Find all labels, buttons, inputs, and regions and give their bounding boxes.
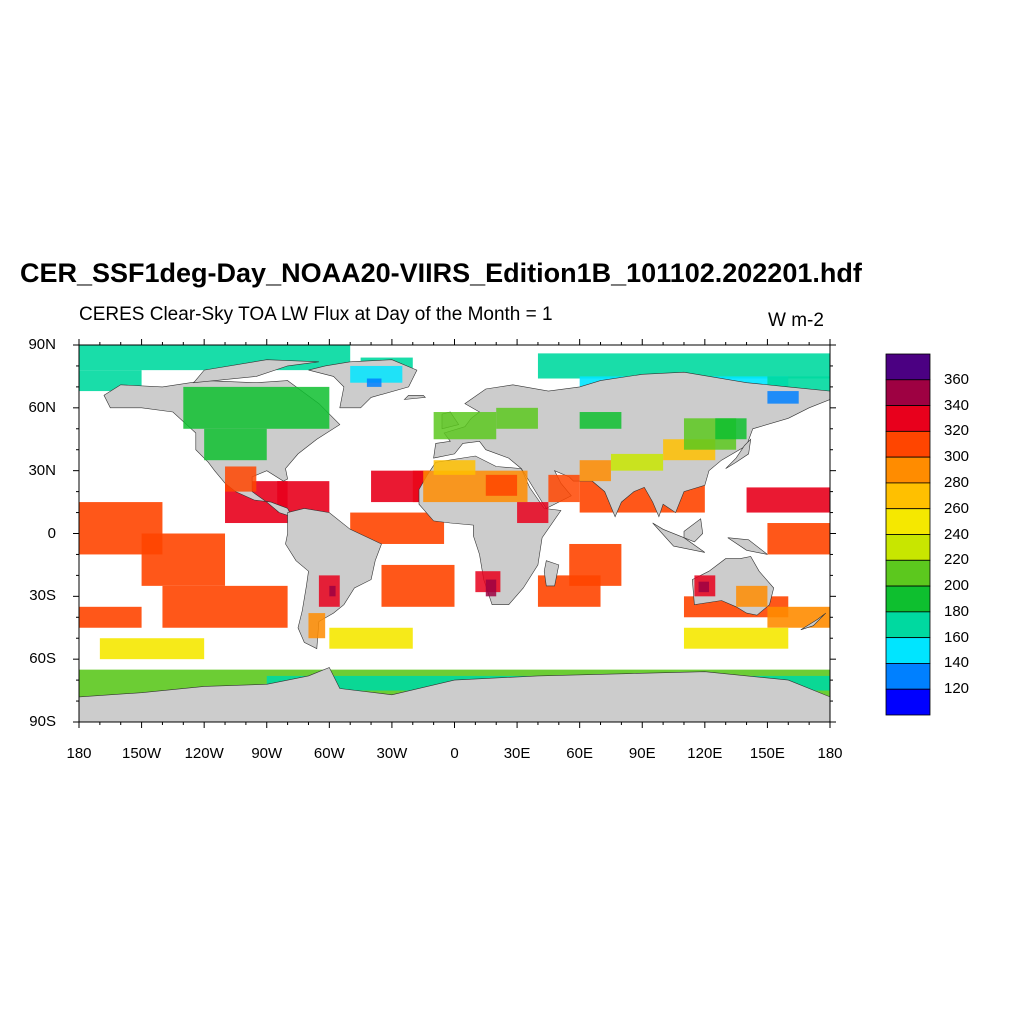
flux-cell [683, 627, 789, 649]
colorbar-label: 260 [944, 499, 970, 517]
flux-cell [746, 487, 830, 513]
colorbar-swatch [885, 430, 931, 458]
land-polygon [683, 518, 704, 543]
colorbar-swatch [885, 379, 931, 406]
axis-ticks [73, 339, 836, 728]
flux-cell [225, 466, 257, 492]
colorbar-swatch [885, 688, 931, 716]
flux-cell [162, 585, 288, 628]
colorbar-label: 120 [944, 680, 970, 698]
colorbar-label: 240 [944, 525, 970, 543]
colorbar-swatch [885, 559, 931, 587]
land-polygon [725, 438, 752, 469]
lon-tick-label: 120W [184, 745, 224, 762]
flux-cell [496, 407, 538, 429]
colorbar-label: 180 [944, 602, 970, 620]
lon-tick-label: 180 [817, 745, 843, 762]
lon-tick-label: 90W [251, 745, 283, 762]
colorbar-swatch [885, 405, 931, 432]
lon-tick-label: 30W [376, 745, 408, 762]
flux-cell [715, 418, 747, 440]
flux-cell [204, 428, 267, 461]
lat-tick-label: 60N [28, 398, 56, 416]
flux-cell [329, 585, 336, 597]
lat-tick-label: 0 [47, 524, 56, 542]
lon-tick-label: 30E [503, 745, 531, 762]
land-polygon [192, 359, 319, 384]
land-polygon [727, 537, 768, 555]
lon-tick-label: 180 [66, 745, 92, 762]
colorbar-swatch [885, 456, 931, 484]
lat-tick-label: 60S [29, 650, 56, 668]
colorbar-label: 280 [944, 473, 970, 491]
flux-cell [381, 564, 455, 607]
lon-tick-label: 150W [121, 745, 162, 762]
colorbar-swatch [885, 637, 931, 664]
flux-cell [277, 481, 330, 513]
flux-cell [99, 638, 205, 660]
lat-tick-label: 30S [29, 587, 56, 605]
colorbar-label: 200 [944, 577, 970, 595]
colorbar [885, 353, 931, 716]
flux-cell [350, 365, 403, 383]
colorbar-swatch [885, 508, 931, 535]
lat-tick-label: 90N [28, 336, 56, 353]
map-title: CER_SSF1deg-Day_NOAA20-VIIRS_Edition1B_1… [20, 258, 862, 288]
lon-tick-label: 60W [313, 745, 345, 762]
flux-cell [698, 581, 710, 593]
colorbar-label: 320 [944, 422, 970, 440]
flux-cell [579, 460, 611, 482]
colorbar-swatch [885, 585, 931, 613]
flux-overlay [183, 365, 799, 639]
flux-cell [579, 412, 622, 429]
colorbar-label: 340 [944, 396, 970, 414]
flux-cell [366, 378, 382, 387]
lon-tick-label: 60E [566, 745, 593, 762]
colorbar-swatch [885, 353, 931, 381]
flux-cell [433, 412, 497, 440]
flux-cell [485, 579, 497, 597]
colorbar-label: 300 [944, 448, 970, 466]
colorbar-swatch [885, 482, 931, 510]
land-polygon [800, 612, 827, 631]
flux-cell [767, 523, 830, 555]
land-polygon [403, 394, 426, 400]
flux-cell [329, 627, 413, 649]
flux-cell [767, 391, 799, 404]
lat-tick-label: 30N [28, 461, 56, 479]
flux-cell [141, 533, 226, 586]
lon-tick-label: 0 [450, 745, 459, 762]
flux-cell [548, 474, 580, 503]
colorbar-label: 360 [944, 370, 970, 388]
flux-cell [485, 474, 518, 496]
colorbar-swatch [885, 534, 931, 561]
land-polygon [652, 522, 705, 553]
map-subtitle: CERES Clear-Sky TOA LW Flux at Day of th… [79, 304, 553, 325]
colorbar-swatch [885, 611, 931, 639]
lon-tick-label: 90E [628, 745, 656, 762]
colorbar-label: 140 [944, 654, 970, 672]
flux-cell [79, 606, 142, 628]
flux-cell [183, 386, 330, 429]
lon-tick-label: 150E [749, 745, 785, 762]
lon-tick-label: 120E [687, 745, 723, 762]
flux-cell [308, 613, 326, 639]
land-polygon [543, 560, 560, 587]
flux-cell [433, 460, 476, 475]
flux-cell [517, 502, 549, 524]
lat-tick-label: 90S [29, 713, 56, 730]
colorbar-swatch [885, 663, 931, 690]
flux-cell [736, 585, 768, 607]
colorbar-label: 160 [944, 628, 970, 646]
flux-cell [79, 345, 351, 371]
units-label: W m-2 [768, 310, 824, 331]
colorbar-label: 220 [944, 551, 970, 569]
flux-cell [610, 453, 664, 471]
flux-cell [318, 575, 340, 607]
